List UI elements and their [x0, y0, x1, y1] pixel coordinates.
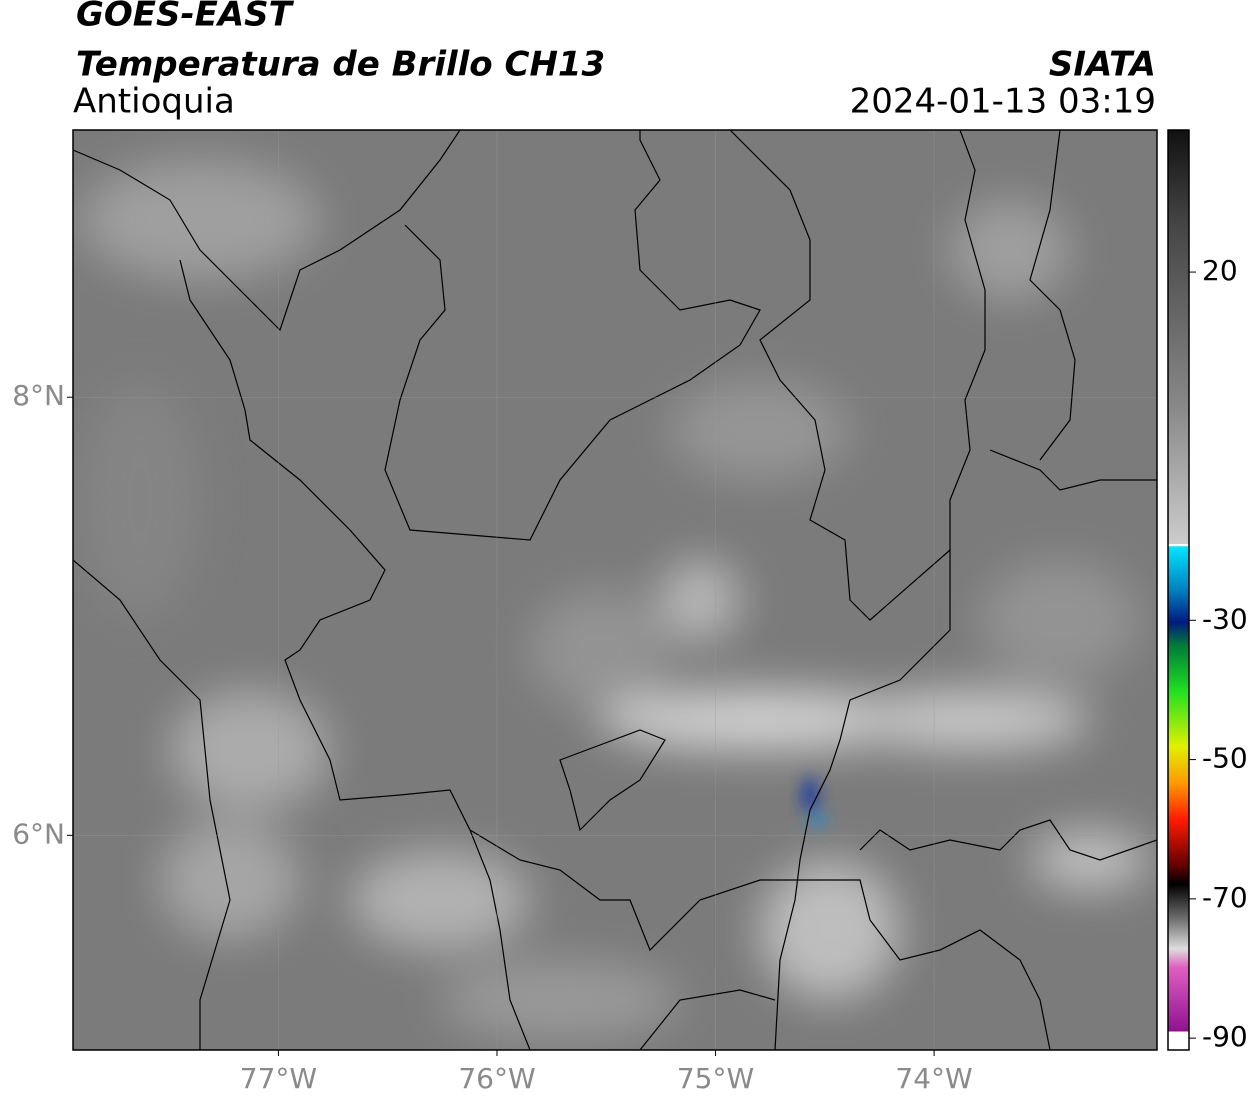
- x-tick-label: 76°W: [458, 1062, 535, 1095]
- grid: [73, 130, 1157, 1050]
- colorbar-tick-label: -50: [1202, 742, 1248, 775]
- map-frame: [72, 129, 1158, 1051]
- colorbar-tick-label: -70: [1202, 881, 1248, 914]
- x-tick-label: 74°W: [895, 1062, 972, 1095]
- ticks: 77°W 76°W 75°W 74°W 6°N 8°N 20 -30 -50 -70 -90: [12, 254, 1248, 1095]
- satellite-image: [73, 130, 1157, 1050]
- title: GOES-EAST: [76, 0, 295, 35]
- colorbar: [1167, 129, 1190, 1051]
- colorbar-tick-label: -90: [1202, 1020, 1248, 1053]
- colorbar-tick-label: 20: [1202, 254, 1238, 287]
- y-tick-label: 6°N: [12, 817, 65, 850]
- region: Antioquia: [73, 82, 235, 122]
- colorbar-tick-label: -30: [1202, 602, 1248, 635]
- subtitle: Temperatura de Brillo CH13: [76, 45, 605, 85]
- source: SIATA: [1049, 45, 1156, 85]
- x-tick-label: 75°W: [677, 1062, 754, 1095]
- y-tick-label: 8°N: [12, 379, 65, 412]
- x-tick-label: 77°W: [240, 1062, 317, 1095]
- datetime: 2024-01-13 03:19: [850, 82, 1156, 122]
- boundaries: [73, 130, 1157, 1050]
